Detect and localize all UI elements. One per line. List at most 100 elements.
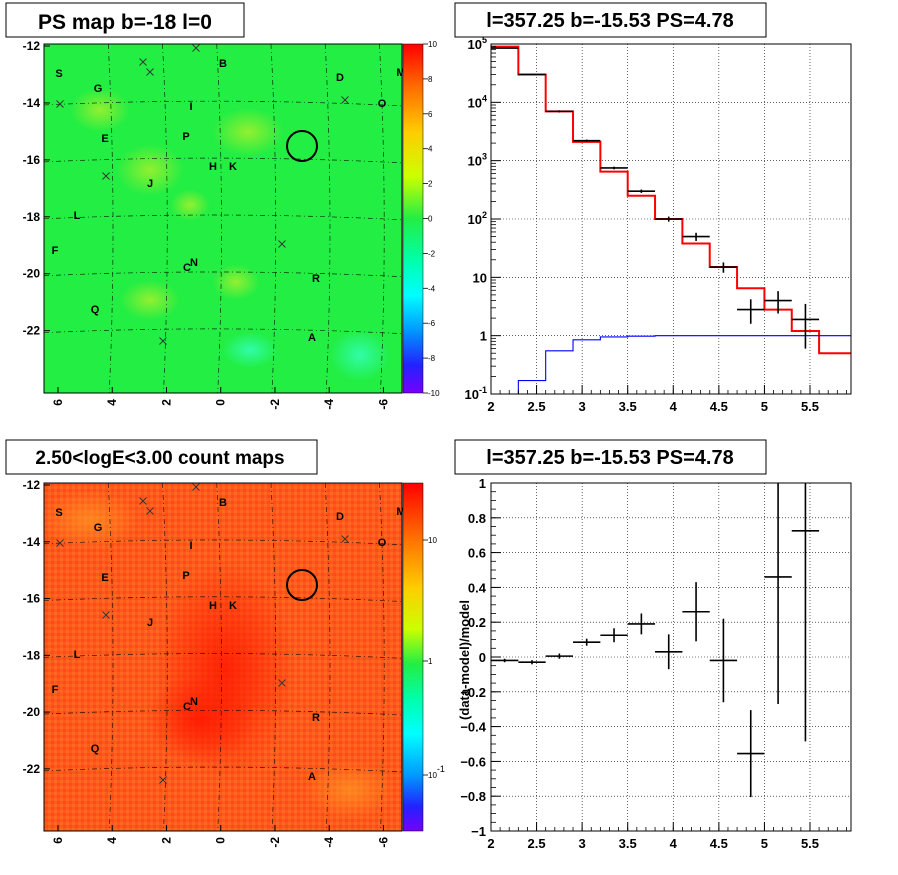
ps-map-source-labels: S G B D M O I E P H K J L F C N R Q A xyxy=(52,44,406,345)
map-y-tick-label: -14 xyxy=(23,535,41,549)
ps-map-blobs xyxy=(70,88,390,381)
y-tick-label: 10 xyxy=(473,270,487,285)
source-label-q: Q xyxy=(91,743,100,755)
ps-map-grid xyxy=(43,43,403,394)
map-y-tick-label: -22 xyxy=(23,324,41,338)
map-x-tick-label: -4 xyxy=(322,399,336,410)
x-tick-label: 2 xyxy=(487,836,494,851)
colorbar-tick-label: 6 xyxy=(428,110,433,119)
count-map-y-axis: -12 -14 -16 -18 -20 -22 xyxy=(23,478,50,776)
source-label-h: H xyxy=(209,600,217,612)
source-marker-cross xyxy=(278,679,286,687)
residual-y-label: (data-model)/model xyxy=(457,600,472,720)
x-tick-label: 5 xyxy=(761,399,768,414)
source-label-b: B xyxy=(219,497,227,509)
colorbar-tick-label: 2 xyxy=(428,180,433,189)
source-label-p: P xyxy=(182,131,189,143)
source-marker-cross xyxy=(56,539,64,547)
source-label-c: C xyxy=(183,262,191,274)
source-label-b: B xyxy=(219,58,227,70)
source-label-n: N xyxy=(190,257,198,269)
map-x-tick-label: -2 xyxy=(268,399,282,410)
map-y-tick-label: -18 xyxy=(23,210,41,224)
source-label-c: C xyxy=(183,701,191,713)
count-map-colorbar-ticks: 10 1 10-1 xyxy=(423,536,445,780)
model-background-step-line xyxy=(491,335,851,395)
map-x-tick-label: 2 xyxy=(159,399,173,406)
ps-map-roi-circle xyxy=(286,130,318,162)
x-tick-label: 3 xyxy=(579,399,586,414)
source-label-o: O xyxy=(378,537,387,549)
source-label-m: M xyxy=(396,67,405,79)
spectrum-panel: 2 2.5 3 3.5 4 4.5 5 5.5 10-1 1 10 102 103 104 105 l=35… xyxy=(454,2,852,414)
colorbar-tick-label: 10 xyxy=(428,536,437,545)
colorbar-tick-label: -4 xyxy=(428,284,436,293)
source-label-s: S xyxy=(55,68,62,80)
map-y-tick-label: -14 xyxy=(23,96,41,110)
colorbar-tick-label: 8 xyxy=(428,75,433,84)
count-map-blobs xyxy=(40,490,395,820)
y-tick-label: 102 xyxy=(468,210,487,227)
map-grid-longitude xyxy=(324,43,331,394)
source-marker-cross xyxy=(102,611,110,619)
x-tick-label: 4 xyxy=(670,399,678,414)
y-tick-label: −0.8 xyxy=(460,789,486,804)
source-label-i: I xyxy=(189,101,192,113)
map-x-tick-label: 0 xyxy=(214,399,228,406)
colorbar-tick-label: -8 xyxy=(428,354,436,363)
source-label-h: H xyxy=(209,161,217,173)
source-marker-cross xyxy=(192,44,200,52)
map-grid-longitude xyxy=(324,482,331,832)
colorbar-tick-label: -10 xyxy=(428,389,440,398)
colorbar-tick-label: 0 xyxy=(428,215,433,224)
map-x-tick-label: 4 xyxy=(105,399,119,406)
map-x-tick-label: 6 xyxy=(51,399,65,406)
map-y-tick-label: -20 xyxy=(23,267,41,281)
count-map-frame xyxy=(43,482,403,832)
y-tick-label: −1 xyxy=(471,824,486,839)
ps-map-colorbar xyxy=(402,43,424,394)
source-label-g: G xyxy=(94,522,103,534)
source-label-r: R xyxy=(312,273,320,285)
y-tick-label: 105 xyxy=(468,35,487,52)
map-y-tick-label: -16 xyxy=(23,153,41,167)
colorbar-tick-label: 4 xyxy=(428,145,433,154)
count-map-x-axis: 6 4 2 0 -2 -4 -6 xyxy=(51,825,390,848)
y-tick-label: 104 xyxy=(468,93,487,110)
ps-map-frame xyxy=(43,43,403,394)
source-marker-cross xyxy=(102,172,110,180)
source-marker-cross xyxy=(159,776,167,784)
count-map-source-labels: S G B D M O I E P H K J L F C N R Q A xyxy=(52,483,406,784)
x-tick-label: 3.5 xyxy=(619,836,637,851)
source-marker-cross xyxy=(139,58,147,66)
count-map-title: 2.50<logE<3.00 count maps xyxy=(35,448,284,469)
source-marker-cross xyxy=(278,240,286,248)
x-tick-label: 4 xyxy=(670,836,678,851)
source-marker-cross xyxy=(159,337,167,345)
x-tick-label: 4.5 xyxy=(710,399,728,414)
spectrum-title-box xyxy=(454,2,767,38)
map-grid-longitude xyxy=(162,482,168,832)
map-y-tick-label: -12 xyxy=(23,39,41,53)
map-y-tick-label: -12 xyxy=(23,478,41,492)
map-grid-longitude xyxy=(270,43,277,394)
count-map-grid xyxy=(43,482,403,832)
count-map-title-box xyxy=(5,439,318,475)
y-tick-label: 0.6 xyxy=(468,546,486,561)
ps-map-y-axis: -12 -14 -16 -18 -20 -22 xyxy=(23,39,50,338)
map-grid-longitude xyxy=(379,482,385,832)
ps-map-title: PS map b=-18 l=0 xyxy=(38,11,212,34)
y-tick-label: −0.4 xyxy=(460,720,486,735)
map-grid-longitude xyxy=(270,482,277,832)
map-y-tick-label: -18 xyxy=(23,648,41,662)
y-tick-label: 0.2 xyxy=(468,615,486,630)
source-label-a: A xyxy=(308,771,316,783)
source-label-q: Q xyxy=(91,304,100,316)
ps-map-x-axis: 6 4 2 0 -2 -4 -6 xyxy=(51,387,390,410)
colorbar-tick-label: -6 xyxy=(428,319,436,328)
map-grid-longitude xyxy=(379,43,385,394)
y-tick-label: 1 xyxy=(479,476,486,491)
x-tick-label: 5.5 xyxy=(801,399,819,414)
source-marker-cross xyxy=(139,497,147,505)
